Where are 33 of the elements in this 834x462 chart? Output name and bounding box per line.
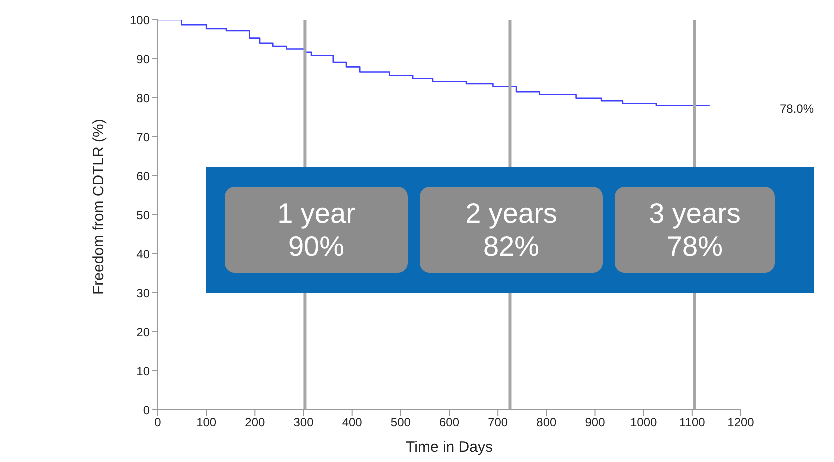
x-tick-label: 800 bbox=[536, 416, 557, 430]
x-tick-label: 400 bbox=[342, 416, 363, 430]
y-axis-title: Freedom from CDTLR (%) bbox=[90, 119, 108, 295]
x-tick-label: 600 bbox=[439, 416, 460, 430]
x-tick-label: 0 bbox=[154, 416, 162, 430]
x-tick-label: 200 bbox=[245, 416, 266, 430]
y-tick-label: 100 bbox=[130, 13, 150, 28]
x-tick-label: 900 bbox=[585, 416, 606, 430]
annotation: 82% bbox=[482, 230, 541, 263]
y-tick-label: 80 bbox=[136, 91, 150, 106]
annotation: 78% bbox=[666, 230, 724, 263]
y-tick-label: 90 bbox=[136, 52, 150, 66]
y-tick-label: 20 bbox=[136, 325, 150, 340]
annotation: 2 years bbox=[464, 197, 558, 230]
y-tick-label: 10 bbox=[136, 364, 150, 378]
x-tick-label: 1000 bbox=[630, 416, 658, 430]
y-tick-label: 70 bbox=[136, 130, 150, 144]
x-tick-label: 500 bbox=[390, 416, 412, 430]
annotation: 3 years bbox=[648, 197, 742, 230]
annotation: 1 year bbox=[276, 197, 356, 230]
text: 78.0% bbox=[780, 102, 814, 116]
y-tick-label: 0 bbox=[143, 403, 150, 418]
x-tick-label: 300 bbox=[294, 416, 314, 430]
x-axis-title: Time in Days bbox=[406, 439, 493, 456]
annotation: 90% bbox=[287, 230, 346, 263]
x-tick-label: 700 bbox=[488, 416, 508, 430]
y-tick-label: 40 bbox=[136, 247, 150, 262]
y-tick-label: 50 bbox=[136, 208, 150, 222]
y-tick-label: 60 bbox=[136, 169, 150, 184]
x-tick-label: 100 bbox=[196, 416, 217, 430]
y-tick-label: 30 bbox=[136, 286, 150, 300]
x-tick-label: 1100 bbox=[680, 416, 706, 430]
x-tick-label: 1200 bbox=[728, 416, 755, 430]
